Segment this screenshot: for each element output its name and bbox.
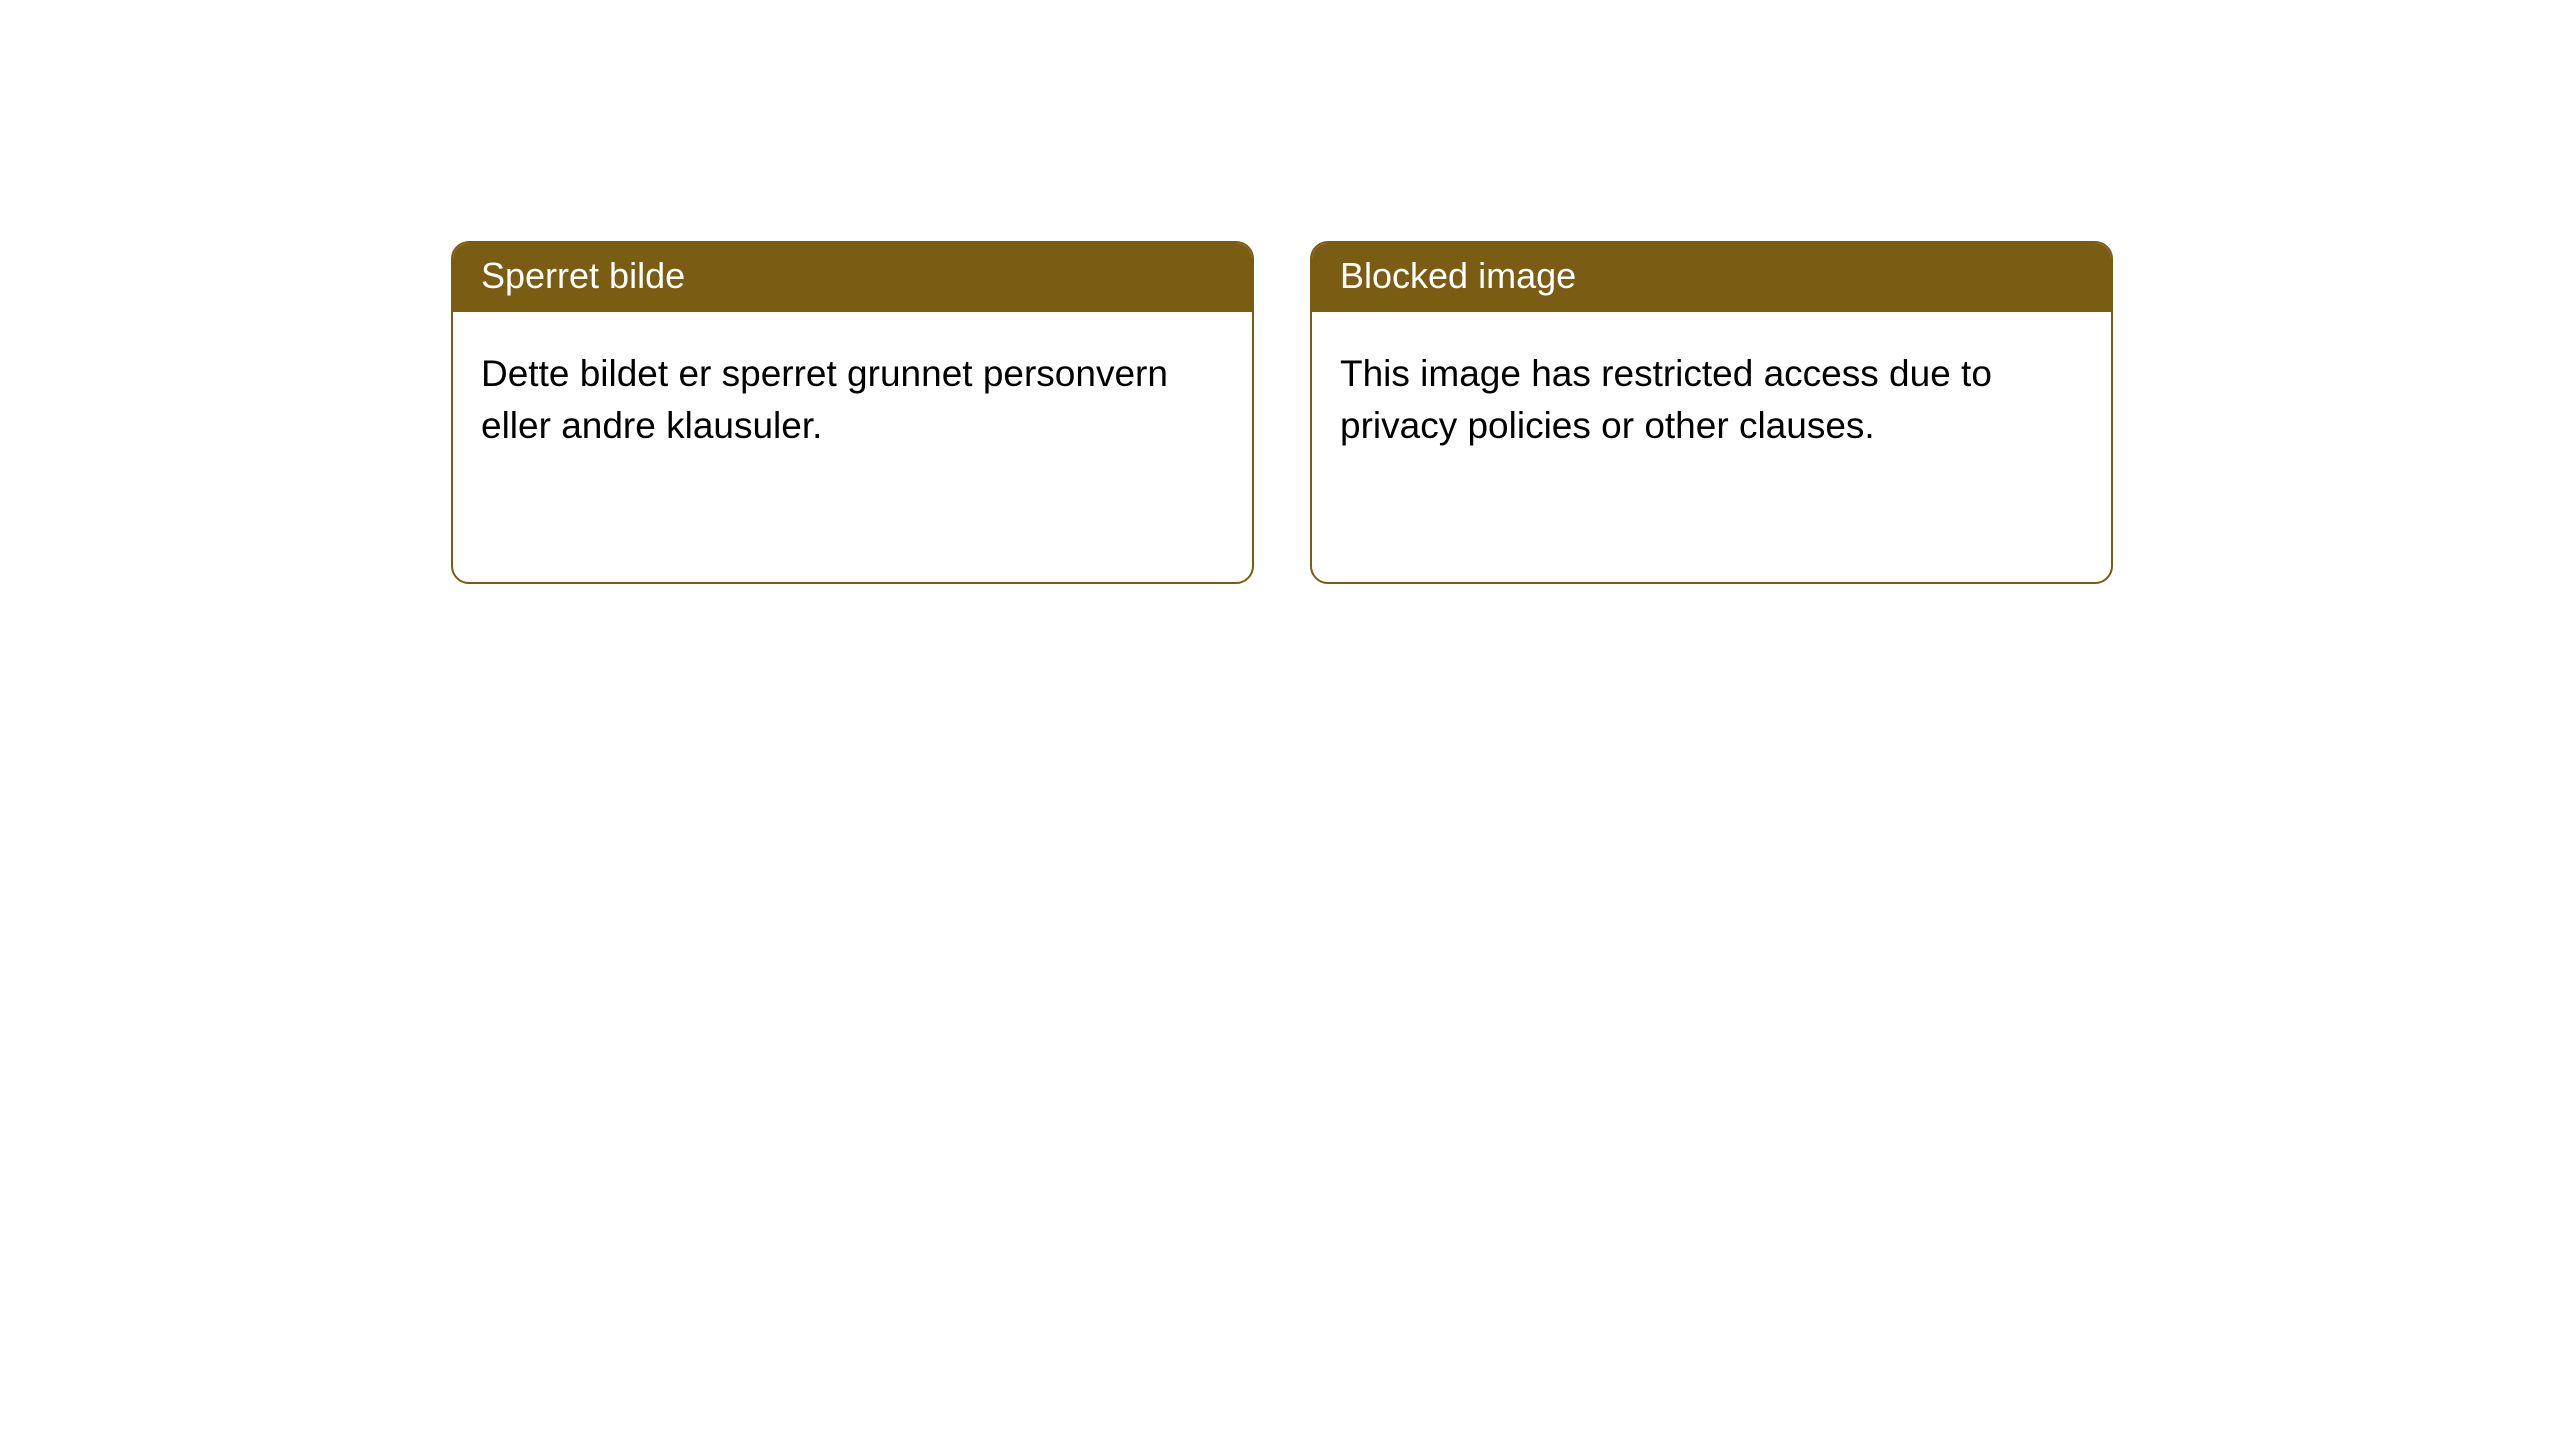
notice-container: Sperret bilde Dette bildet er sperret gr… [0,0,2560,584]
notice-title-no: Sperret bilde [453,243,1252,312]
notice-body-en: This image has restricted access due to … [1312,312,2111,582]
notice-title-en: Blocked image [1312,243,2111,312]
notice-card-no: Sperret bilde Dette bildet er sperret gr… [451,241,1254,584]
notice-card-en: Blocked image This image has restricted … [1310,241,2113,584]
notice-body-no: Dette bildet er sperret grunnet personve… [453,312,1252,582]
